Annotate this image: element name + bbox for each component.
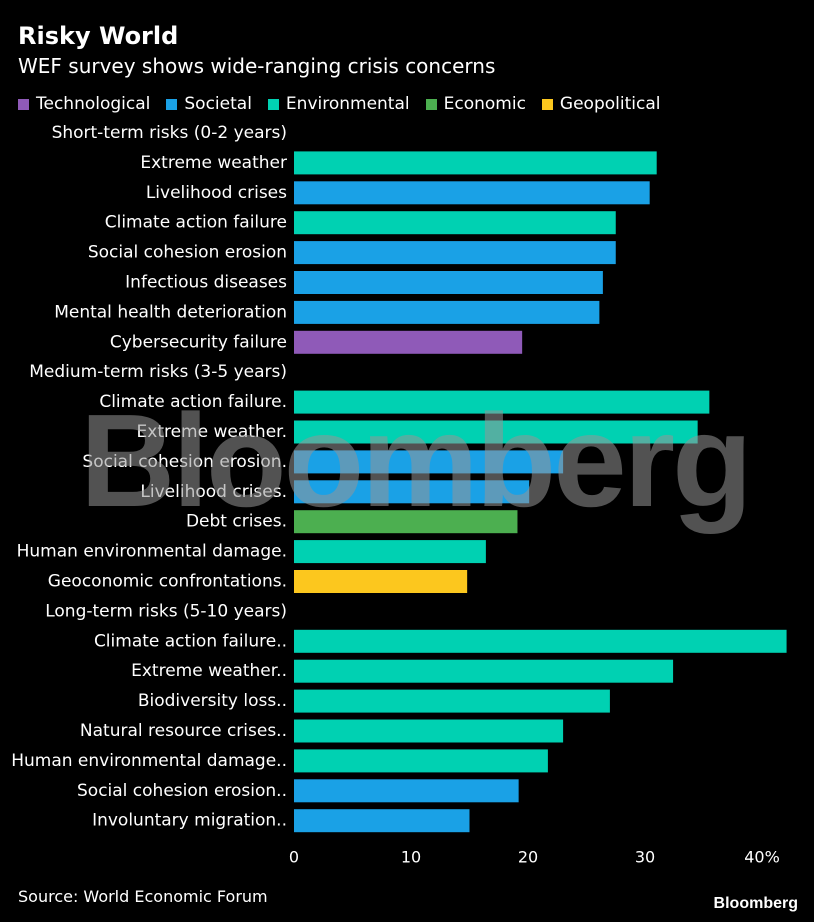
legend-item-geopolitical: Geopolitical — [541, 94, 661, 114]
legend-label: Environmental — [285, 94, 410, 114]
bar-label: Natural resource crises.. — [80, 721, 287, 741]
bar — [294, 809, 470, 833]
bar-label: Climate action failure.. — [94, 631, 287, 651]
x-tick-label: 40% — [744, 848, 780, 867]
brand-logo: Bloomberg — [713, 895, 798, 912]
bar — [294, 390, 710, 414]
bar — [294, 151, 657, 175]
bar-label: Extreme weather — [140, 153, 287, 173]
legend-swatch — [166, 98, 178, 110]
chart-subtitle: WEF survey shows wide-ranging crisis con… — [18, 54, 496, 78]
legend-label: Economic — [443, 94, 526, 114]
bar-label: Social cohesion erosion. — [82, 452, 287, 472]
bar-label: Social cohesion erosion.. — [77, 781, 287, 801]
legend-item-technological: Technological — [18, 94, 150, 114]
bar — [294, 749, 548, 773]
legend-swatch — [267, 98, 279, 110]
bar — [294, 450, 564, 474]
x-tick-label: 0 — [289, 848, 299, 867]
bar-label: Climate action failure — [105, 213, 287, 233]
bar-label: Livelihood crises. — [140, 482, 287, 502]
bar — [294, 480, 530, 504]
chart-title: Risky World — [18, 22, 179, 50]
bar-label: Cybersecurity failure — [110, 332, 287, 352]
legend-label: Geopolitical — [559, 94, 661, 114]
legend-label: Technological — [36, 94, 151, 114]
bar-label: Mental health deterioration — [54, 302, 287, 322]
bar — [294, 510, 518, 534]
source-note: Source: World Economic Forum — [18, 887, 268, 906]
x-tick-label: 10 — [401, 848, 421, 867]
bar-label: Extreme weather.. — [131, 661, 287, 681]
bar — [294, 241, 616, 265]
bar-label: Human environmental damage. — [17, 542, 287, 562]
bar-label: Extreme weather. — [137, 422, 287, 442]
bar — [294, 211, 616, 235]
bar-label: Biodiversity loss.. — [138, 691, 287, 711]
bar — [294, 330, 523, 354]
bar — [294, 659, 674, 683]
bar-label: Geoconomic confrontations. — [48, 572, 287, 592]
bar-label: Involuntary migration.. — [92, 811, 287, 831]
bar — [294, 719, 564, 743]
legend-item-environmental: Environmental — [267, 94, 410, 114]
group-label: Long-term risks (5-10 years) — [45, 601, 287, 621]
legend-item-societal: Societal — [166, 94, 252, 114]
group-label: Medium-term risks (3-5 years) — [29, 362, 287, 382]
bar-label: Human environmental damage.. — [11, 751, 287, 771]
legend-item-economic: Economic — [425, 94, 526, 114]
group-label: Short-term risks (0-2 years) — [52, 123, 287, 143]
bar — [294, 779, 519, 803]
bar — [294, 570, 468, 593]
bar — [294, 420, 698, 444]
bar — [294, 689, 610, 713]
legend-swatch — [541, 98, 553, 110]
bar — [294, 271, 603, 294]
bar-label: Infectious diseases — [125, 273, 287, 293]
bar-label: Social cohesion erosion — [88, 243, 287, 263]
bar — [294, 629, 787, 653]
legend-swatch — [425, 98, 437, 110]
bar — [294, 181, 650, 205]
legend-swatch — [18, 98, 29, 110]
bar-chart: Short-term risks (0-2 years) Extreme weat… — [11, 123, 787, 867]
bar-label: Debt crises. — [186, 512, 287, 532]
bar — [294, 540, 486, 564]
x-tick-label: 20 — [518, 848, 538, 867]
x-tick-label: 30 — [635, 848, 655, 867]
bar-label: Climate action failure. — [99, 392, 287, 412]
bar-label: Livelihood crises — [146, 183, 287, 203]
legend-label: Societal — [184, 94, 252, 114]
legend: Technological Societal Environmental Eco… — [18, 94, 660, 114]
bar — [294, 300, 600, 324]
